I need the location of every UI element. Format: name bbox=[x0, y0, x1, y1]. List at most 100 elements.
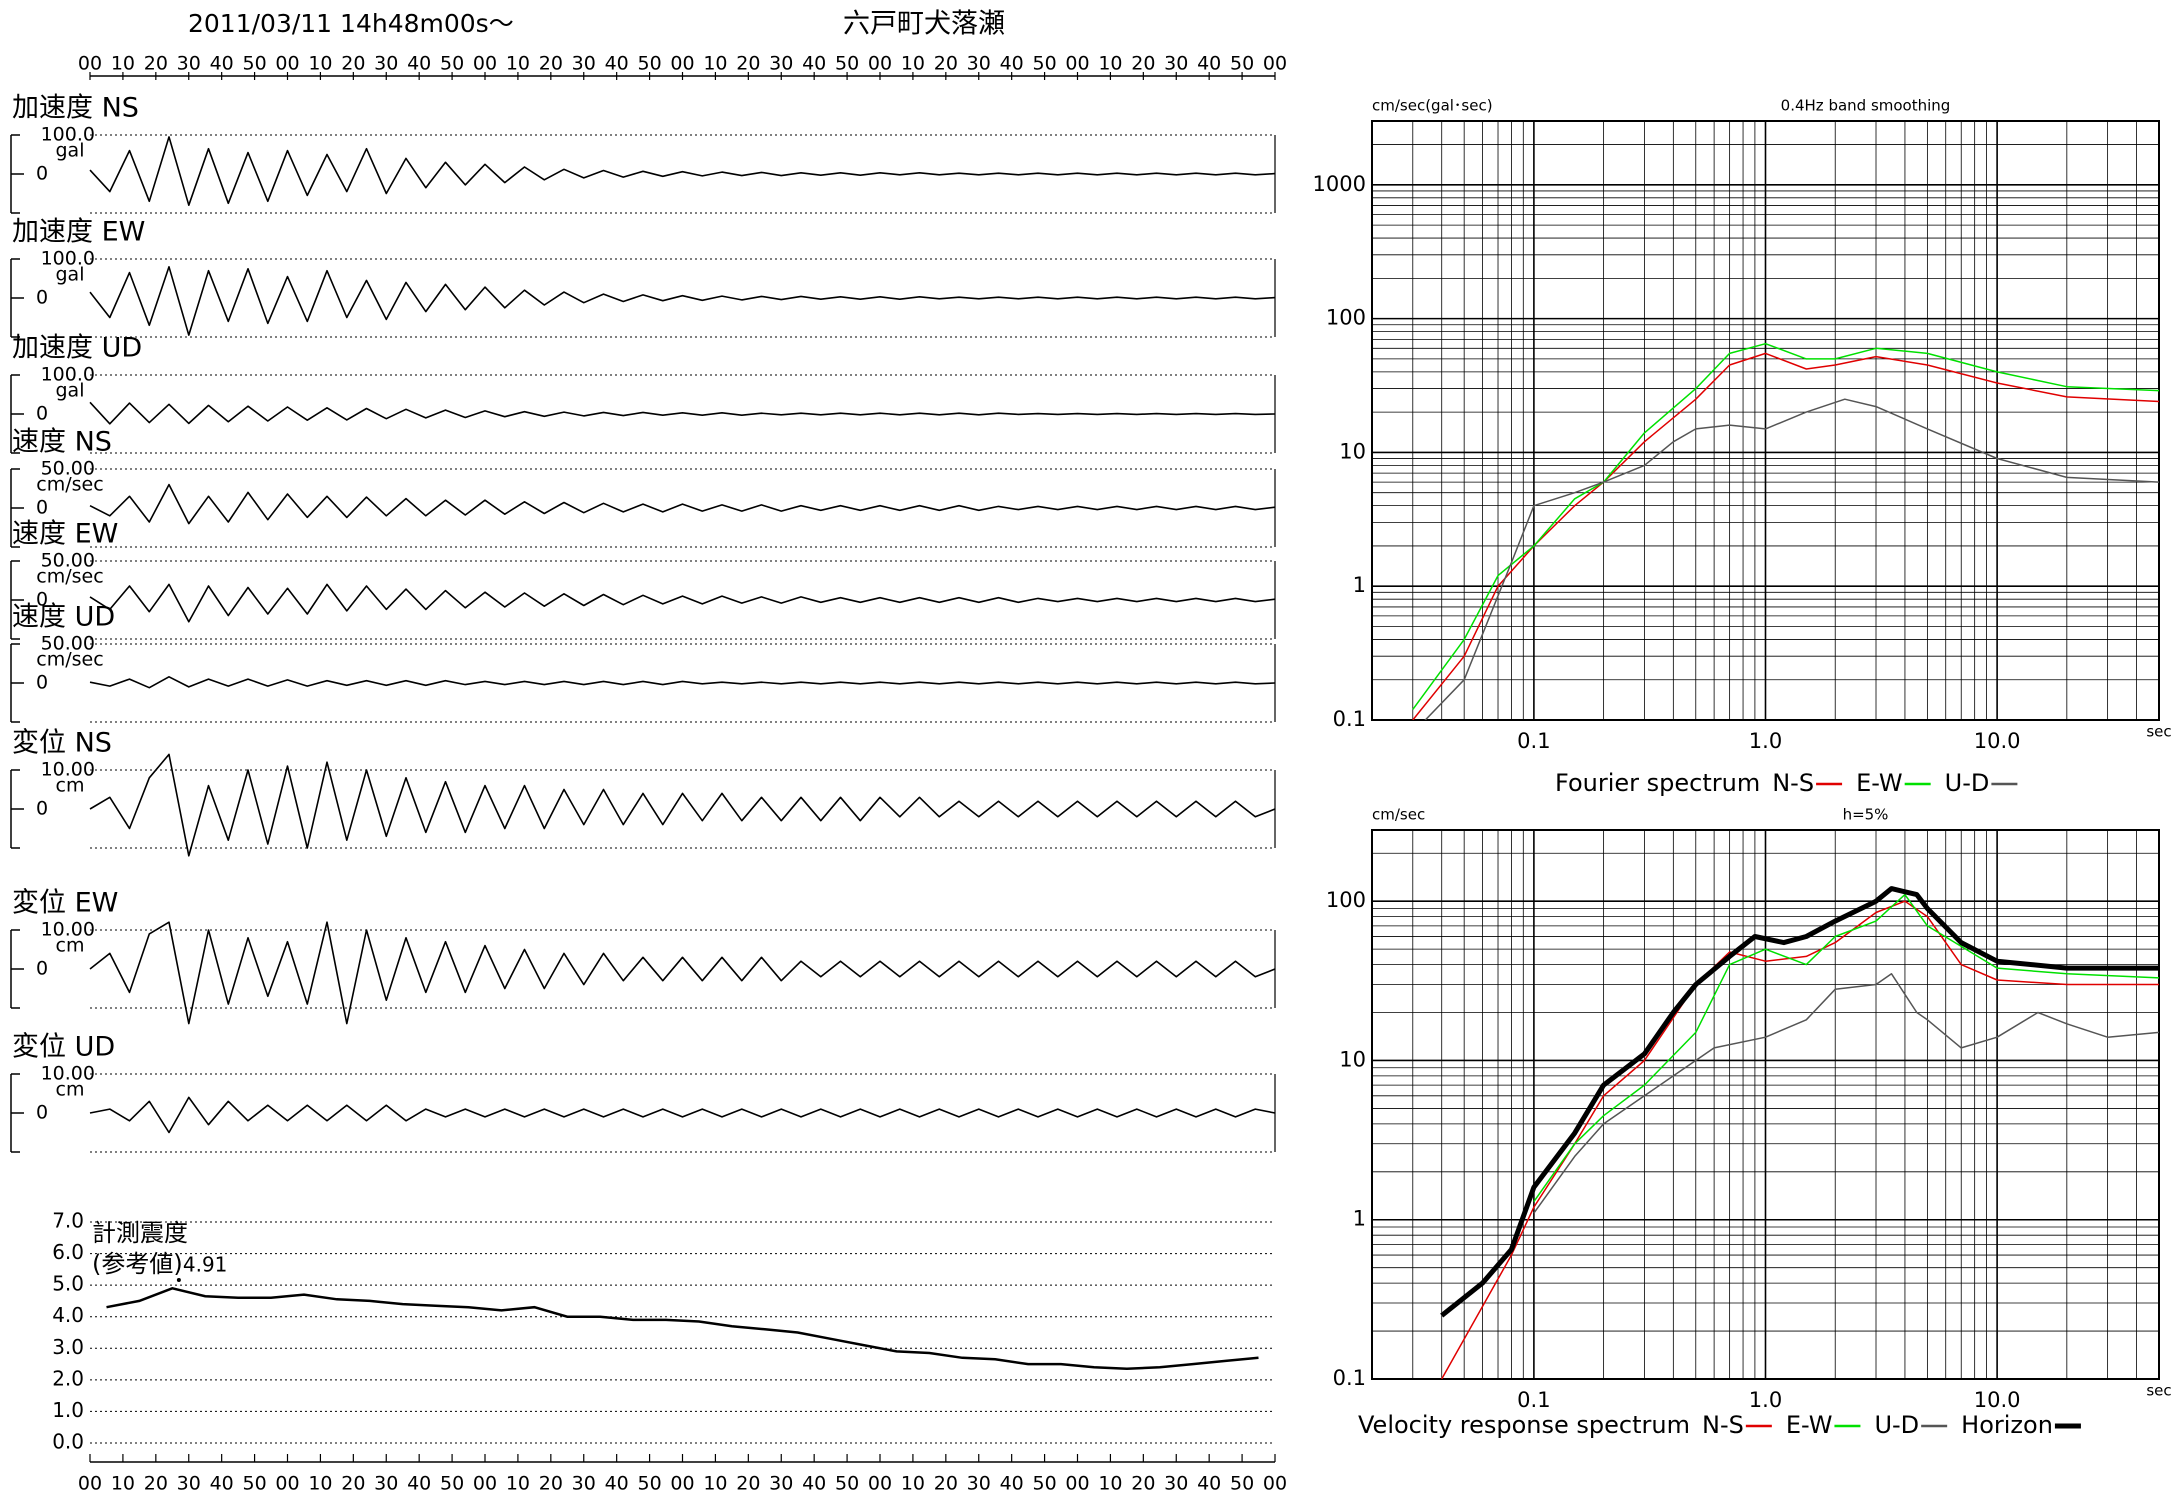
x-tick-label: 10 bbox=[1098, 53, 1122, 75]
chart-subtitle: (参考値) bbox=[92, 1250, 183, 1278]
series-line bbox=[1424, 398, 2159, 720]
waveform bbox=[89, 921, 1276, 1025]
trace-label: 変位 UD bbox=[12, 1032, 115, 1063]
y-tick-label: 0.0 bbox=[52, 1430, 84, 1454]
x-tick-label: 30 bbox=[769, 53, 793, 75]
x-tick-label: 40 bbox=[407, 53, 431, 75]
x-tick-label: 40 bbox=[802, 53, 826, 75]
legend-label: U-D bbox=[1945, 769, 1990, 797]
y-tick-label: 6.0 bbox=[52, 1240, 84, 1264]
x-tick-label: 10 bbox=[901, 53, 925, 75]
x-tick-label: 20 bbox=[1131, 1473, 1155, 1495]
x-tick-label: 00 bbox=[78, 53, 102, 75]
y-tick-label: 3.0 bbox=[52, 1335, 84, 1359]
spectrum-chart: 0.1 1.0 10.0 0.1 1 10 100 1000 cm/sec(gal･sec) 0.… bbox=[1313, 97, 2172, 798]
x-tick-label: 1.0 bbox=[1749, 729, 1782, 753]
legend-label: E-W bbox=[1786, 1411, 1833, 1439]
scale-label: 100.0 bbox=[41, 124, 95, 146]
scale-label: 50.00 bbox=[41, 458, 95, 480]
zero-label: 0 bbox=[36, 1102, 48, 1124]
scale-label: 10.00 bbox=[41, 1063, 95, 1085]
x-tick-label: 40 bbox=[1000, 1473, 1024, 1495]
y-tick-label: 100 bbox=[1326, 306, 1366, 330]
x-tick-label: 30 bbox=[769, 1473, 793, 1495]
scale-label: 100.0 bbox=[41, 248, 95, 270]
chart-title: h=5% bbox=[1843, 806, 1889, 824]
series-line bbox=[1412, 342, 2159, 710]
x-tick-label: 00 bbox=[473, 53, 497, 75]
legend-title: Velocity response spectrum bbox=[1358, 1411, 1690, 1439]
waveform bbox=[89, 1096, 1276, 1134]
scale-label: 50.00 bbox=[41, 550, 95, 572]
x-tick-label: 30 bbox=[967, 1473, 991, 1495]
x-tick-label: 50 bbox=[242, 53, 266, 75]
scale-label: 50.00 bbox=[41, 633, 95, 655]
series-line bbox=[1533, 893, 2159, 1203]
zero-label: 0 bbox=[36, 403, 48, 425]
x-tick-label: 10 bbox=[506, 53, 530, 75]
x-tick-label: 20 bbox=[144, 1473, 168, 1495]
x-tick-label: 20 bbox=[1131, 53, 1155, 75]
y-tick-label: 0.1 bbox=[1333, 1366, 1366, 1390]
x-tick-label: 00 bbox=[275, 1473, 299, 1495]
y-tick-label: 10 bbox=[1339, 439, 1366, 463]
x-tick-label: 10.0 bbox=[1974, 1388, 2021, 1412]
x-tick-label: 30 bbox=[177, 1473, 201, 1495]
trace-label: 速度 NS bbox=[12, 427, 112, 458]
spectrum-chart: 0.1 1.0 10.0 0.1 1 10 100 cm/sec h=5% sec Velocity… bbox=[1326, 806, 2172, 1440]
x-tick-label: 50 bbox=[440, 53, 464, 75]
x-tick-label: 30 bbox=[572, 1473, 596, 1495]
x-tick-label: 30 bbox=[572, 53, 596, 75]
x-tick-label: 0.1 bbox=[1517, 1388, 1550, 1412]
x-tick-label: 20 bbox=[341, 53, 365, 75]
y-tick-label: 5.0 bbox=[52, 1272, 84, 1296]
zero-label: 0 bbox=[36, 958, 48, 980]
y-tick-label: 0.1 bbox=[1333, 707, 1366, 731]
chart-title: 計測震度 bbox=[92, 1219, 188, 1247]
x-tick-label: 10 bbox=[1098, 1473, 1122, 1495]
x-tick-label: 40 bbox=[1197, 53, 1221, 75]
x-tick-label: 10 bbox=[308, 1473, 332, 1495]
x-tick-label: 30 bbox=[967, 53, 991, 75]
x-tick-label: 50 bbox=[1032, 53, 1056, 75]
legend-label: N-S bbox=[1772, 769, 1814, 797]
trace-label: 加速度 EW bbox=[12, 217, 145, 248]
legend-label: Horizon bbox=[1961, 1411, 2053, 1439]
x-tick-label: 30 bbox=[177, 53, 201, 75]
legend-title: Fourier spectrum bbox=[1555, 769, 1760, 797]
x-tick-label: 20 bbox=[539, 53, 563, 75]
zero-label: 0 bbox=[36, 163, 48, 185]
x-tick-label: 20 bbox=[539, 1473, 563, 1495]
x-tick-label: 10 bbox=[703, 53, 727, 75]
intensity-line bbox=[106, 1286, 1259, 1371]
x-tick-label: 40 bbox=[210, 53, 234, 75]
unit-label: gal bbox=[56, 380, 85, 402]
trace-label: 加速度 UD bbox=[12, 333, 142, 364]
y-axis-label: cm/sec(gal･sec) bbox=[1372, 97, 1493, 115]
x-tick-label: 00 bbox=[78, 1473, 102, 1495]
series-line bbox=[1440, 886, 2159, 1318]
zero-label: 0 bbox=[36, 798, 48, 820]
x-tick-label: 50 bbox=[637, 53, 661, 75]
x-tick-label: 10 bbox=[703, 1473, 727, 1495]
waveform bbox=[89, 401, 1276, 425]
x-tick-label: 00 bbox=[868, 53, 892, 75]
x-tick-label: 10 bbox=[111, 1473, 135, 1495]
trace-label: 速度 UD bbox=[12, 602, 115, 633]
x-tick-label: 20 bbox=[341, 1473, 365, 1495]
x-tick-label: 40 bbox=[605, 53, 629, 75]
waveform bbox=[89, 136, 1276, 206]
x-tick-label: 00 bbox=[868, 1473, 892, 1495]
scale-label: 10.00 bbox=[41, 759, 95, 781]
legend-label: N-S bbox=[1702, 1411, 1744, 1439]
chart-title: 0.4Hz band smoothing bbox=[1781, 97, 1951, 115]
y-tick-label: 1.0 bbox=[52, 1398, 84, 1422]
peak-dot bbox=[176, 1277, 181, 1282]
x-tick-label: 1.0 bbox=[1749, 1388, 1782, 1412]
x-tick-label: 00 bbox=[670, 53, 694, 75]
unit-label: cm bbox=[56, 775, 85, 797]
x-tick-label: 0.1 bbox=[1517, 729, 1550, 753]
x-tick-label: 30 bbox=[374, 53, 398, 75]
